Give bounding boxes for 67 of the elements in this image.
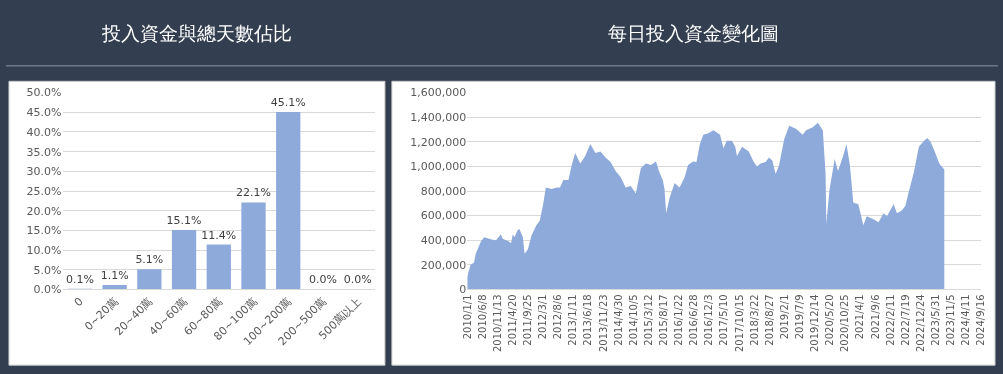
y-tick-label: 25.0% [26, 184, 62, 198]
x-tick-label: 2024/4/11 [960, 294, 972, 346]
data-label: 45.1% [270, 95, 306, 109]
y-tick-label: 0.0% [33, 283, 62, 297]
x-tick-label: 2019/2/1 [778, 294, 790, 340]
x-tick-label: 2022/2/11 [884, 294, 896, 346]
x-tick-label: 2013/1/11 [567, 294, 579, 346]
data-label: 5.1% [135, 253, 164, 267]
data-label: 0.0% [308, 273, 337, 287]
x-tick-label: 2020/10/25 [839, 294, 851, 353]
y-tick-label: 15.0% [26, 224, 62, 238]
data-label: 0.0% [343, 273, 372, 287]
x-tick-label: 2021/4/1 [854, 294, 866, 340]
x-tick-label: 2015/8/17 [658, 294, 669, 346]
y-tick-label: 600,000 [420, 209, 467, 223]
y-tick-label: 200,000 [420, 258, 467, 272]
x-tick-label: 2010/11/13 [491, 294, 503, 353]
x-tick-label: 2023/11/5 [945, 294, 957, 346]
chart-title: 投入資金與總天數佔比 [101, 22, 292, 44]
x-tick-label: 2024/9/16 [975, 294, 987, 346]
x-tick-label: 2013/11/23 [597, 294, 609, 353]
y-tick-label: 10.0% [26, 243, 62, 257]
x-tick-label: 2010/1/1 [461, 294, 473, 340]
data-label: 22.1% [236, 186, 271, 200]
data-label: 11.4% [201, 228, 237, 242]
x-tick-label: 2011/4/20 [506, 294, 518, 346]
y-tick-label: 20.0% [26, 204, 62, 218]
x-tick-label: 2015/3/12 [642, 294, 654, 346]
x-tick-label: 2023/5/31 [930, 294, 942, 346]
x-tick-label: 2012/8/6 [552, 294, 564, 340]
y-tick-label: 5.0% [33, 263, 62, 277]
x-tick-label: 2018/3/22 [748, 294, 760, 346]
x-tick-label: 2011/9/25 [521, 294, 533, 346]
x-tick-label: 2013/6/18 [582, 294, 594, 346]
x-tick-label: 2019/7/9 [794, 294, 806, 340]
y-tick-label: 40.0% [26, 125, 62, 139]
x-tick-label: 2018/8/27 [763, 294, 775, 346]
x-tick-label: 2021/9/6 [869, 294, 881, 340]
x-tick-label: 2017/5/10 [718, 294, 730, 346]
x-tick-label: 2016/12/3 [703, 294, 715, 346]
y-tick-label: 45.0% [26, 106, 62, 120]
y-tick-label: 35.0% [26, 145, 62, 159]
x-tick-label: 0 [71, 294, 86, 310]
x-tick-label: 2022/7/19 [899, 294, 911, 346]
x-tick-label: 2022/12/24 [914, 294, 926, 353]
y-tick-label: 1,200,000 [410, 135, 467, 149]
y-tick-label: 50.0% [26, 86, 62, 100]
x-tick-label: 2020/5/20 [824, 294, 836, 346]
x-tick-label: 2010/6/8 [476, 294, 488, 340]
data-label: 1.1% [100, 269, 129, 283]
y-tick-label: 1,400,000 [410, 111, 467, 125]
data-label: 0.1% [65, 272, 94, 286]
y-tick-label: 0 [459, 283, 467, 297]
x-tick-label: 2017/10/15 [733, 294, 745, 353]
x-tick-label: 2014/4/30 [612, 294, 624, 346]
chart-title: 每日投入資金變化圖 [608, 22, 779, 44]
data-label: 15.1% [166, 213, 202, 227]
x-tick-label: 2019/12/14 [809, 294, 821, 353]
x-tick-label: 2016/1/22 [673, 294, 685, 346]
y-tick-label: 800,000 [420, 184, 467, 198]
y-tick-label: 1,600,000 [410, 86, 467, 100]
x-tick-label: 2014/10/5 [627, 294, 639, 346]
x-tick-label: 2012/3/1 [537, 294, 549, 340]
y-tick-label: 400,000 [420, 234, 467, 248]
y-tick-label: 30.0% [26, 165, 62, 179]
y-tick-label: 1,000,000 [410, 160, 467, 174]
x-tick-label: 2016/6/28 [688, 294, 700, 346]
